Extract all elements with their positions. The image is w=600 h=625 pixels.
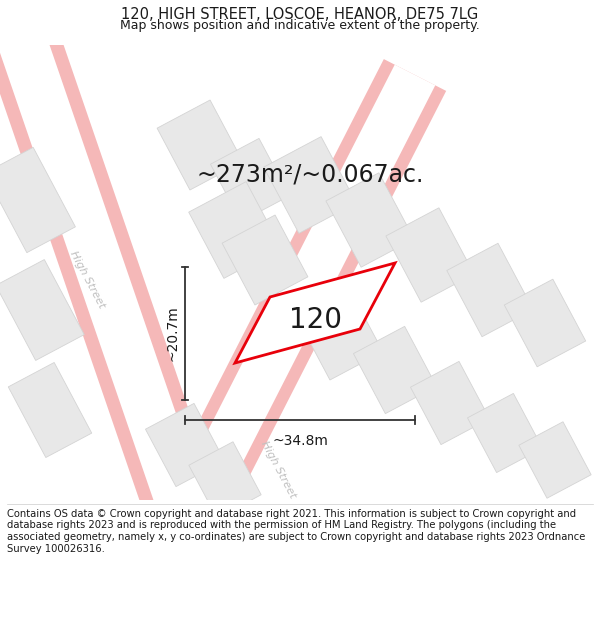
Text: Map shows position and indicative extent of the property.: Map shows position and indicative extent… <box>120 19 480 31</box>
Polygon shape <box>188 182 281 278</box>
Polygon shape <box>326 173 414 268</box>
Polygon shape <box>189 442 261 518</box>
Polygon shape <box>297 290 383 380</box>
Text: 120, HIGH STREET, LOSCOE, HEANOR, DE75 7LG: 120, HIGH STREET, LOSCOE, HEANOR, DE75 7… <box>121 7 479 22</box>
Polygon shape <box>211 138 290 222</box>
Polygon shape <box>157 100 243 190</box>
Polygon shape <box>144 59 446 561</box>
Polygon shape <box>467 393 542 472</box>
Polygon shape <box>0 148 76 253</box>
Polygon shape <box>155 64 435 556</box>
Text: High Street: High Street <box>259 439 297 501</box>
Polygon shape <box>0 27 218 553</box>
Text: ~273m²/~0.067ac.: ~273m²/~0.067ac. <box>196 163 424 187</box>
Text: ~20.7m: ~20.7m <box>166 306 180 361</box>
Polygon shape <box>8 362 92 458</box>
Polygon shape <box>235 263 395 363</box>
Polygon shape <box>222 215 308 305</box>
Text: 120: 120 <box>289 306 341 334</box>
Polygon shape <box>353 326 437 414</box>
Polygon shape <box>145 403 224 487</box>
Text: Contains OS data © Crown copyright and database right 2021. This information is : Contains OS data © Crown copyright and d… <box>7 509 586 554</box>
Polygon shape <box>0 259 84 361</box>
Polygon shape <box>447 243 533 337</box>
Text: ~34.8m: ~34.8m <box>272 434 328 448</box>
Polygon shape <box>504 279 586 367</box>
Polygon shape <box>0 22 231 558</box>
Polygon shape <box>263 137 356 233</box>
Polygon shape <box>410 361 490 444</box>
Polygon shape <box>386 208 474 302</box>
Text: High Street: High Street <box>68 249 106 311</box>
Polygon shape <box>519 422 591 498</box>
